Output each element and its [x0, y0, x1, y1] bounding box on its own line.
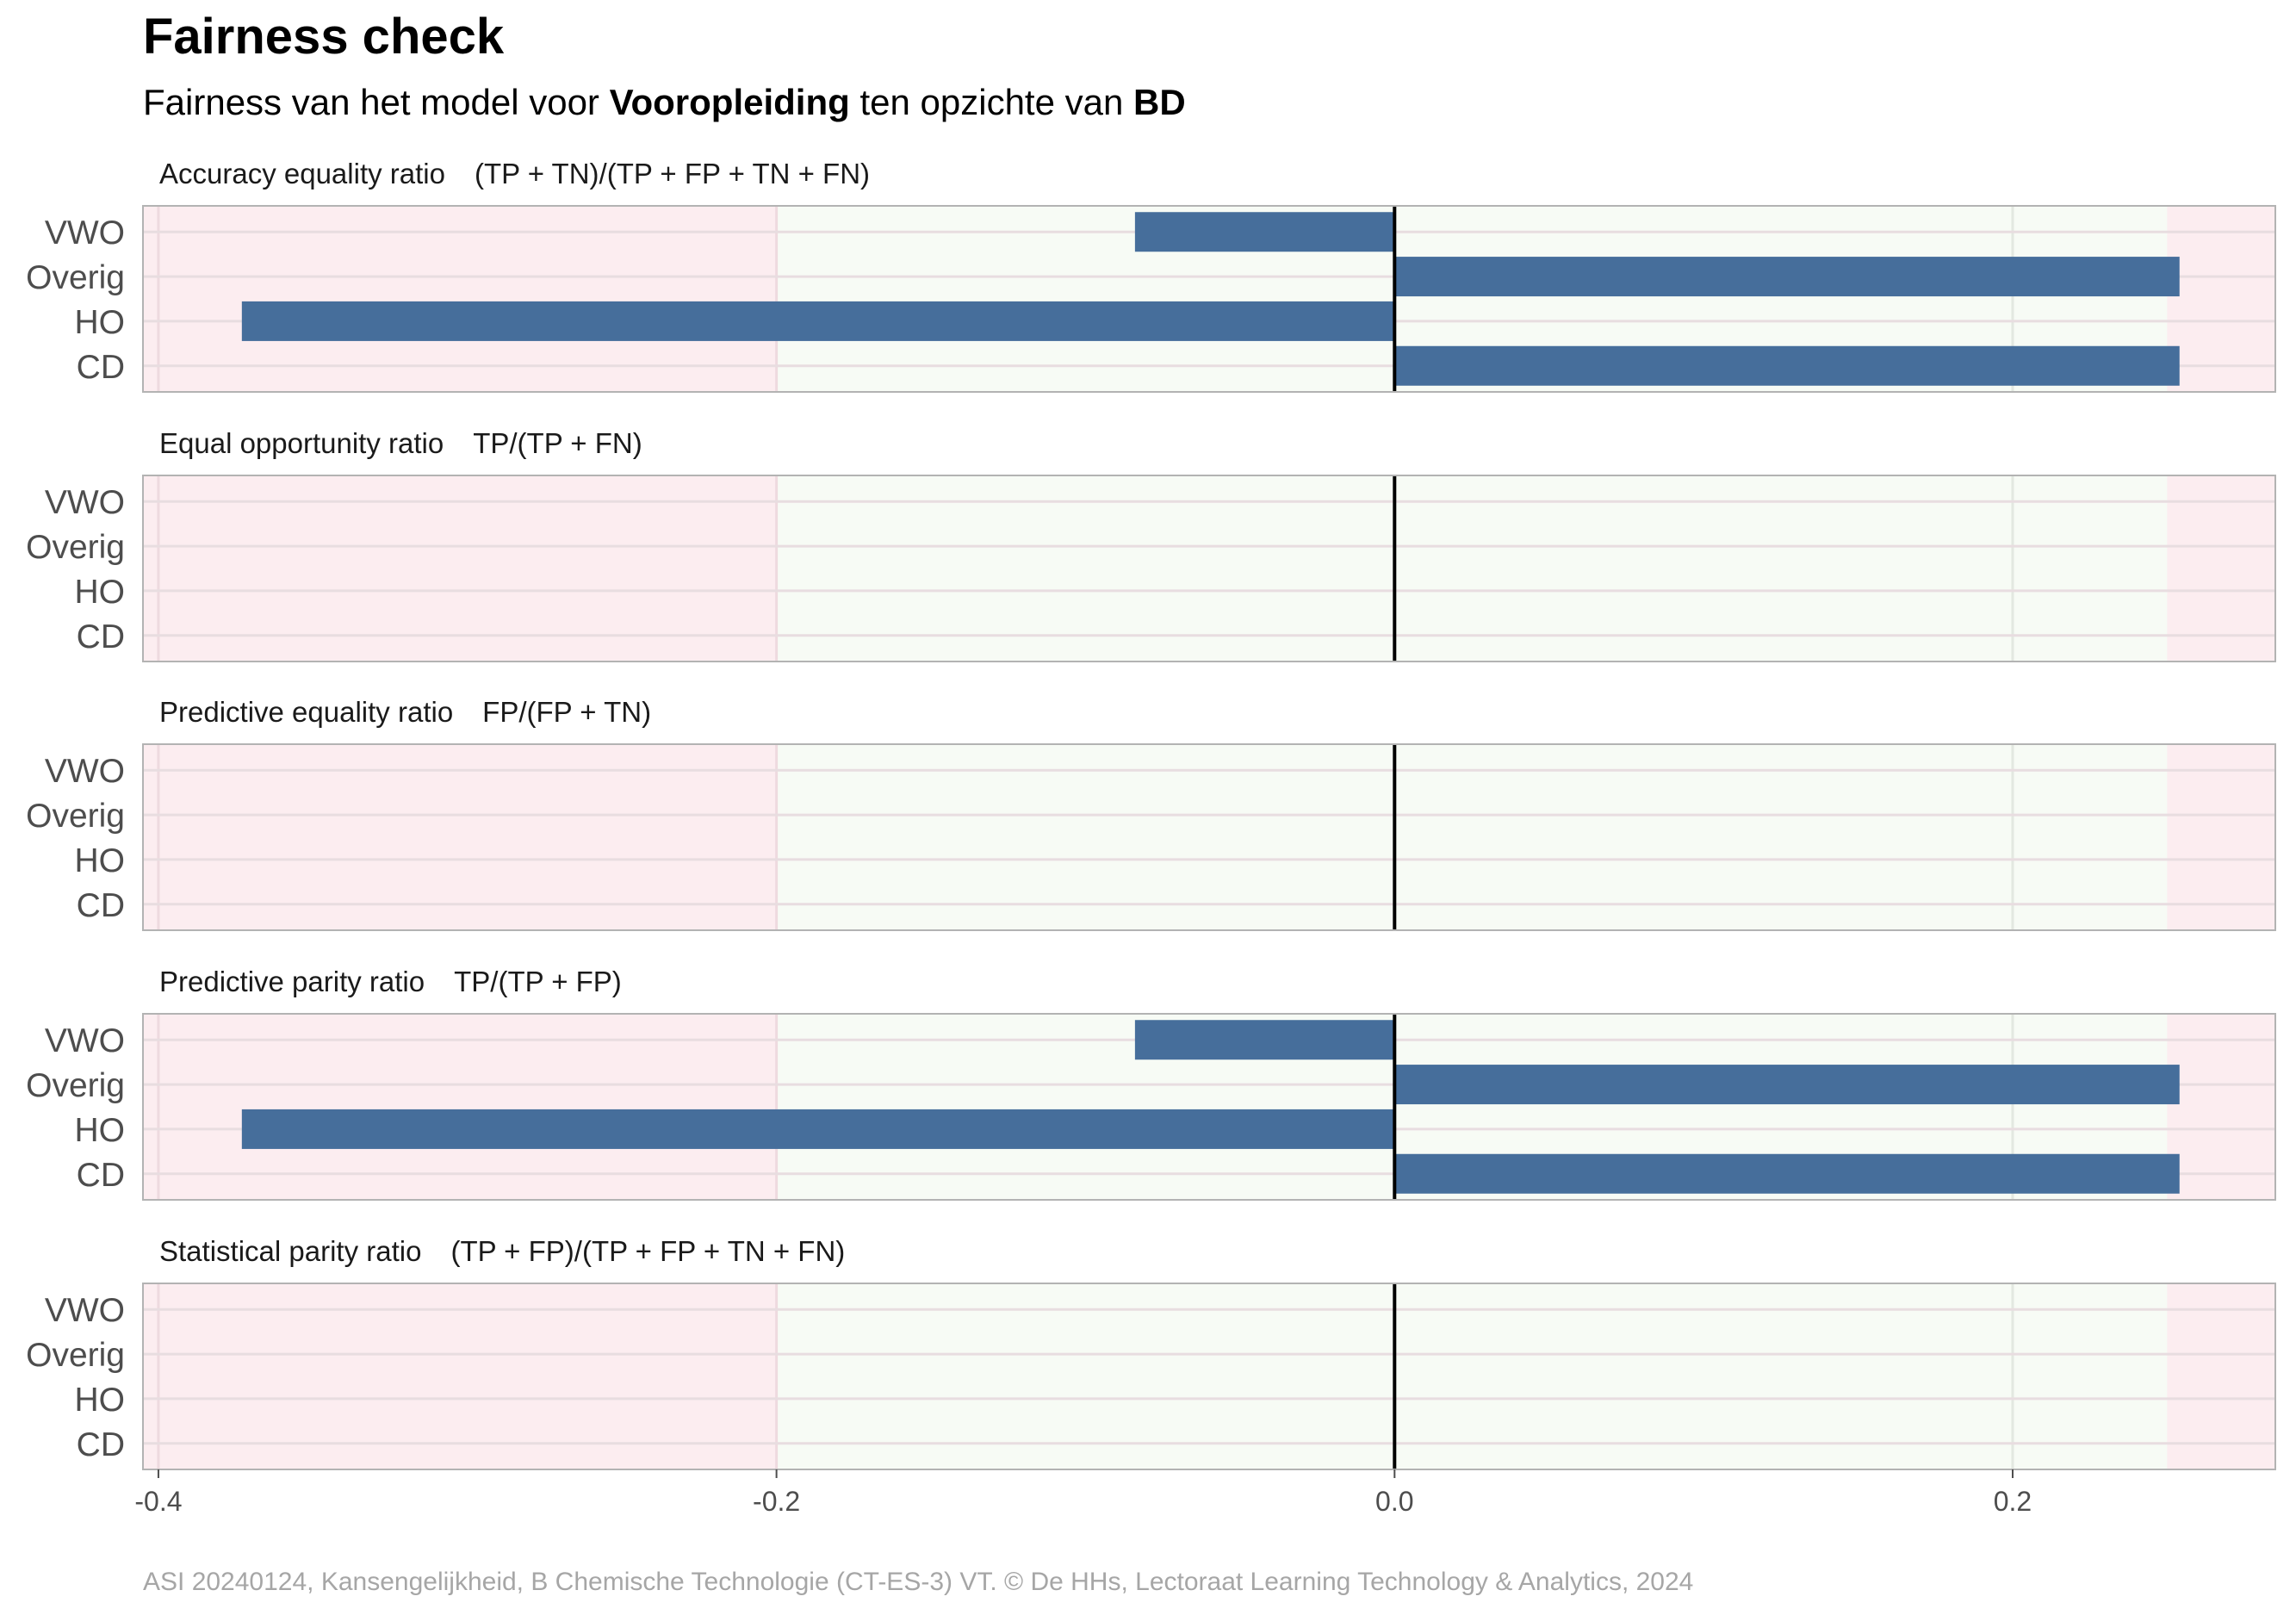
x-tick-label: 0.2 [1994, 1486, 2032, 1517]
unfair-zone-left [143, 744, 777, 930]
unfair-zone-right [2167, 475, 2275, 662]
unfair-zone-left [143, 475, 777, 662]
bar-cd [1394, 1153, 2180, 1194]
y-tick-label: CD [77, 1426, 125, 1463]
y-tick-label: VWO [45, 753, 125, 790]
unfair-zone-left [143, 1283, 777, 1469]
x-axis: -0.4 -0.2 0.0 0.2 [134, 1469, 2032, 1517]
x-tick-label: -0.2 [753, 1486, 800, 1517]
facet-panel-4: Predictive parity ratio TP/(TP + FP) VWO Ov… [26, 966, 2276, 1201]
fair-zone [776, 475, 2168, 662]
chart-title: Fairness check [143, 9, 505, 65]
y-tick-label: VWO [45, 214, 125, 252]
y-tick-label: CD [77, 618, 125, 655]
facet-label: Predictive parity ratio TP/(TP + FP) [159, 966, 622, 997]
facet-name: Equal opportunity ratio [159, 427, 444, 459]
y-tick-label: Overig [26, 1337, 125, 1374]
facet-panel-3: Predictive equality ratio FP/(FP + TN) VWO… [26, 696, 2276, 931]
panel-border [142, 1013, 2276, 1201]
bar-overig [1394, 1065, 2180, 1105]
facet-name: Predictive equality ratio [159, 696, 453, 728]
facet-formula: (TP + FP)/(TP + FP + TN + FN) [450, 1235, 845, 1267]
bar-vwo [1134, 212, 1395, 252]
facet-panels: Accuracy equality ratio (TP + TN)/(TP + F… [26, 158, 2276, 1470]
facet-label: Predictive equality ratio FP/(FP + TN) [159, 696, 651, 728]
y-tick-label: Overig [26, 1067, 125, 1104]
fair-zone [776, 744, 2168, 930]
facet-label: Accuracy equality ratio (TP + TN)/(TP + F… [159, 158, 870, 189]
y-tick-label: HO [75, 842, 126, 879]
y-tick-label: Overig [26, 529, 125, 566]
y-tick-label: HO [75, 1382, 126, 1419]
y-tick-label: CD [77, 887, 125, 924]
caption: ASI 20240124, Kansengelijkheid, B Chemis… [143, 1568, 1693, 1596]
y-tick-label: VWO [45, 1022, 125, 1059]
facet-panel-2: Equal opportunity ratio TP/(TP + FN) VWO Ov… [26, 427, 2276, 662]
fair-zone [776, 1283, 2168, 1469]
panel-border [142, 743, 2276, 931]
panel-border [142, 1283, 2276, 1470]
y-tick-label: Overig [26, 259, 125, 296]
panel-border [142, 205, 2276, 393]
bar-vwo [1134, 1020, 1395, 1060]
unfair-zone-right [2167, 206, 2275, 392]
bar-ho [241, 301, 1395, 341]
y-tick-label: HO [75, 1112, 126, 1149]
facet-panel-5: Statistical parity ratio (TP + FP)/(TP + … [26, 1235, 2276, 1470]
facet-formula: FP/(FP + TN) [482, 696, 651, 728]
panel-border [142, 475, 2276, 662]
x-tick-label: -0.4 [134, 1486, 182, 1517]
facet-panel-1: Accuracy equality ratio (TP + TN)/(TP + F… [26, 158, 2276, 393]
facet-formula: TP/(TP + FP) [454, 966, 622, 997]
y-tick-label: Overig [26, 798, 125, 835]
facet-name: Accuracy equality ratio [159, 158, 445, 189]
unfair-zone-right [2167, 744, 2275, 930]
unfair-zone-right [2167, 1014, 2275, 1200]
facet-formula: (TP + TN)/(TP + FP + TN + FN) [475, 158, 870, 189]
y-tick-label: VWO [45, 484, 125, 521]
bar-ho [241, 1109, 1395, 1149]
unfair-zone-right [2167, 1283, 2275, 1469]
y-tick-label: HO [75, 574, 126, 611]
facet-label: Equal opportunity ratio TP/(TP + FN) [159, 427, 642, 459]
bar-cd [1394, 345, 2180, 386]
unfair-zone-left [143, 1014, 777, 1200]
y-tick-label: VWO [45, 1292, 125, 1329]
facet-name: Statistical parity ratio [159, 1235, 421, 1267]
facet-name: Predictive parity ratio [159, 966, 425, 997]
y-tick-label: CD [77, 1157, 125, 1194]
facet-formula: TP/(TP + FN) [473, 427, 642, 459]
unfair-zone-left [143, 206, 777, 392]
chart-subtitle: Fairness van het model voor Vooropleidin… [143, 82, 1186, 122]
bar-overig [1394, 257, 2180, 297]
x-tick-label: 0.0 [1375, 1486, 1413, 1517]
y-tick-label: CD [77, 349, 125, 386]
facet-label: Statistical parity ratio (TP + FP)/(TP + … [159, 1235, 845, 1267]
y-tick-label: HO [75, 304, 126, 341]
